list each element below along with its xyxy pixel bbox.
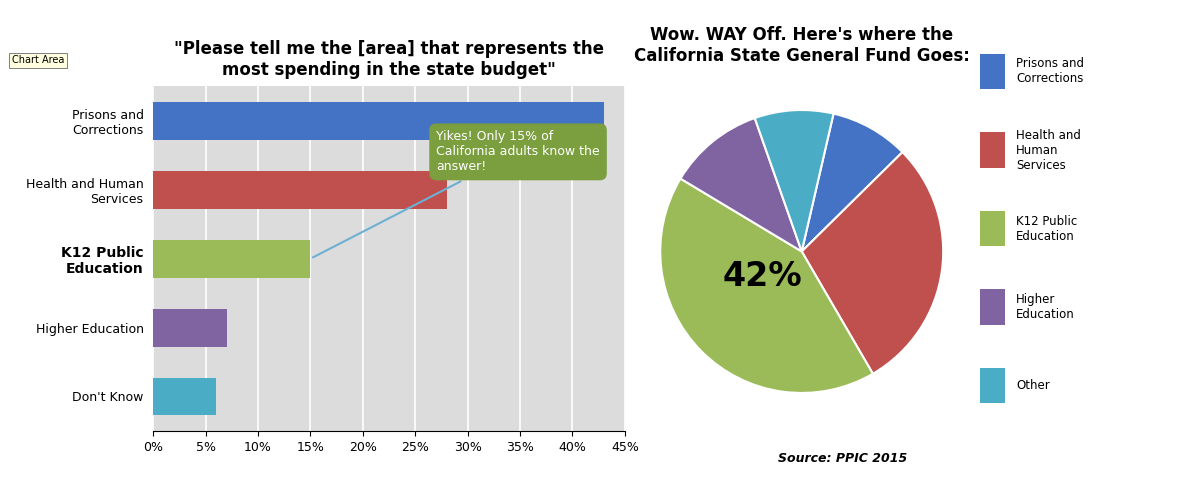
Bar bbox=[153, 102, 604, 140]
Text: Yikes! Only 15% of
California adults know the
answer!: Yikes! Only 15% of California adults kno… bbox=[312, 130, 600, 257]
Wedge shape bbox=[660, 179, 872, 393]
Bar bbox=[153, 171, 447, 209]
Text: Source: PPIC 2015: Source: PPIC 2015 bbox=[778, 452, 908, 465]
Wedge shape bbox=[802, 152, 943, 374]
Wedge shape bbox=[680, 118, 802, 251]
Title: Wow. WAY Off. Here's where the
California State General Fund Goes:: Wow. WAY Off. Here's where the Californi… bbox=[634, 26, 969, 65]
FancyBboxPatch shape bbox=[981, 211, 1005, 246]
FancyBboxPatch shape bbox=[981, 132, 1005, 168]
FancyBboxPatch shape bbox=[981, 368, 1005, 403]
Wedge shape bbox=[802, 114, 902, 251]
FancyBboxPatch shape bbox=[981, 289, 1005, 325]
Text: Health and
Human
Services: Health and Human Services bbox=[1016, 128, 1081, 171]
Bar bbox=[153, 240, 310, 278]
Text: Chart Area: Chart Area bbox=[12, 55, 64, 65]
Bar bbox=[153, 308, 226, 346]
Bar bbox=[153, 377, 216, 415]
Text: Prisons and
Corrections: Prisons and Corrections bbox=[1016, 57, 1085, 85]
Text: K12 Public
Education: K12 Public Education bbox=[1016, 215, 1078, 242]
Title: "Please tell me the [area] that represents the
most spending in the state budget: "Please tell me the [area] that represen… bbox=[174, 40, 604, 79]
Wedge shape bbox=[755, 110, 834, 251]
Text: Higher
Education: Higher Education bbox=[1016, 293, 1075, 321]
FancyBboxPatch shape bbox=[981, 54, 1005, 89]
Text: 42%: 42% bbox=[723, 261, 802, 294]
Text: Other: Other bbox=[1016, 379, 1050, 392]
